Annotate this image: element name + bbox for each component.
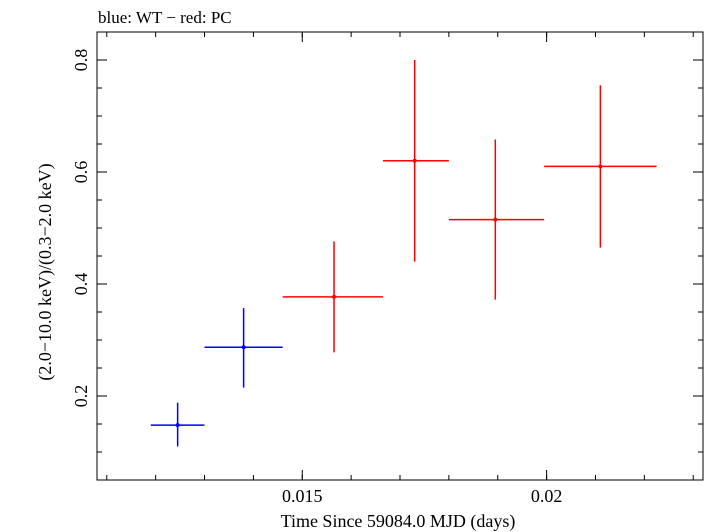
series-wt xyxy=(150,308,283,447)
data-series xyxy=(150,60,657,447)
data-point xyxy=(204,308,283,388)
y-tick-label: 0.8 xyxy=(71,49,91,72)
y-tick-labels: 0.2 0.4 0.6 0.8 xyxy=(71,49,91,408)
axis-ticks xyxy=(97,31,703,481)
data-point xyxy=(282,241,383,353)
x-tick-label: 0.02 xyxy=(531,486,563,506)
point-marker xyxy=(332,294,337,299)
plot-frame xyxy=(96,31,704,481)
y-axis-label: (2.0−10.0 keV)/(0.3−2.0 keV) xyxy=(35,163,56,380)
point-marker xyxy=(598,164,603,169)
point-marker xyxy=(175,423,180,428)
x-tick-label: 0.015 xyxy=(282,486,323,506)
chart-title: blue: WT − red: PC xyxy=(98,8,232,27)
x-axis-label: Time Since 59084.0 MJD (days) xyxy=(281,511,516,532)
data-point xyxy=(150,402,205,447)
data-point xyxy=(448,139,545,300)
data-point xyxy=(382,60,449,262)
y-tick-label: 0.6 xyxy=(71,161,91,184)
x-tick-labels: 0.015 0.02 xyxy=(282,486,562,506)
series-pc xyxy=(282,60,657,353)
data-point xyxy=(544,85,657,248)
point-marker xyxy=(493,217,498,222)
point-marker xyxy=(412,158,417,163)
point-marker xyxy=(241,345,246,350)
y-tick-label: 0.2 xyxy=(71,385,91,408)
y-tick-label: 0.4 xyxy=(71,273,91,296)
